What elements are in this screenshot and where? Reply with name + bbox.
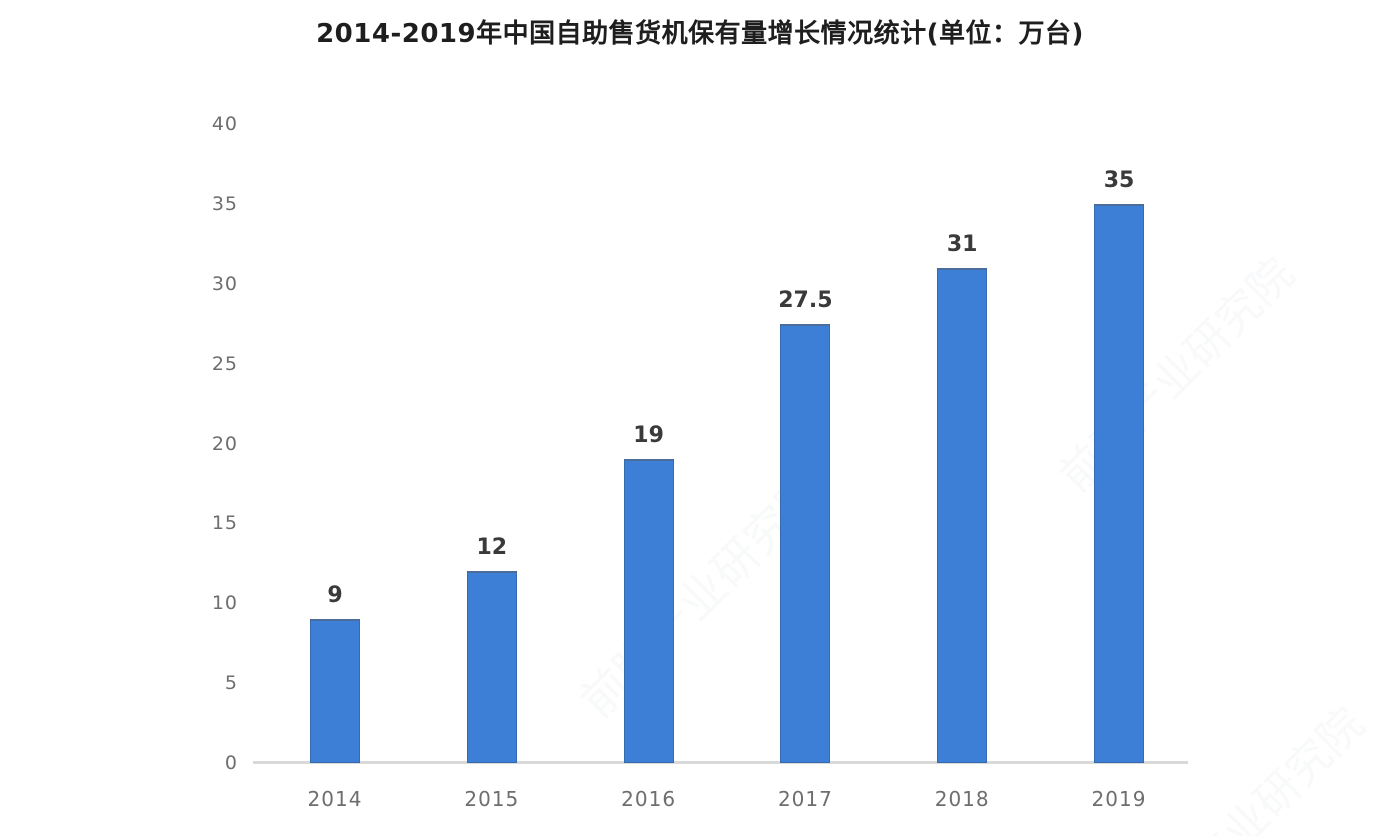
- y-tick-label-15: 15: [211, 512, 238, 535]
- data-label-2015: 12: [476, 535, 508, 560]
- y-tick-label-10: 10: [211, 592, 238, 615]
- data-label-2016: 19: [633, 423, 664, 448]
- data-label-2018: 31: [946, 232, 978, 257]
- x-axis-line: [253, 761, 1188, 764]
- bar-2019: [1094, 204, 1144, 763]
- chart-title: 2014-2019年中国自助售货机保有量增长情况统计(单位：万台): [316, 19, 1084, 49]
- data-label-2014: 9: [327, 583, 343, 608]
- x-tick-label-2019: 2019: [1091, 787, 1147, 811]
- bar-2016: [623, 459, 674, 763]
- watermark-text-2: 前瞻产业研究院: [1050, 248, 1305, 503]
- x-tick-label-2014: 2014: [307, 787, 363, 811]
- x-tick-label-2016: 2016: [621, 787, 677, 811]
- y-tick-label-0: 0: [224, 752, 238, 774]
- y-tick-label-20: 20: [211, 432, 238, 455]
- y-tick-label-30: 30: [211, 272, 238, 295]
- data-label-2019: 35: [1103, 168, 1135, 193]
- bar-2015: [466, 571, 517, 763]
- bar-2018: [937, 268, 988, 763]
- x-tick-label-2015: 2015: [464, 787, 520, 811]
- x-tick-label-2017: 2017: [777, 787, 833, 811]
- y-tick-label-25: 25: [211, 352, 238, 375]
- y-tick-label-35: 35: [211, 192, 238, 215]
- y-tick-label-5: 5: [224, 672, 238, 695]
- bar-2017: [780, 324, 831, 763]
- bar-2014: [310, 619, 360, 763]
- y-tick-label-40: 40: [211, 113, 238, 135]
- x-tick-label-2018: 2018: [934, 787, 990, 811]
- data-label-2017: 27.5: [778, 288, 833, 313]
